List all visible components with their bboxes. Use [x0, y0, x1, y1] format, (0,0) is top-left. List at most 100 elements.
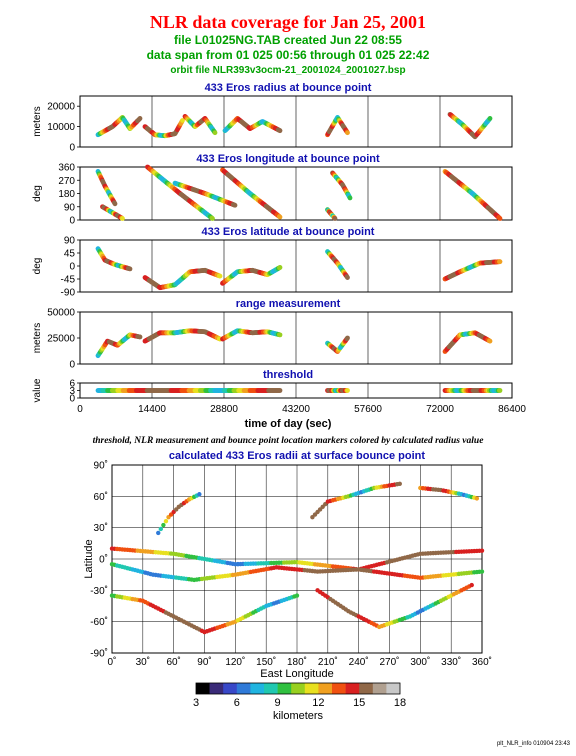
- data-point: [277, 214, 283, 220]
- ground-track: [109, 562, 485, 583]
- colorbar-swatch: [223, 683, 238, 694]
- data-point: [137, 116, 143, 121]
- colorbar-swatch: [386, 683, 401, 694]
- lon-tick-label: 300˚: [410, 656, 430, 668]
- bounce-point: [469, 582, 474, 588]
- ground-track: [310, 481, 402, 520]
- panel-title: 433 Eros longitude at bounce point: [196, 153, 380, 165]
- y-tick-label: 45: [64, 249, 76, 260]
- lon-tick-label: 360˚: [472, 656, 492, 668]
- time-axis-label: time of day (sec): [245, 418, 332, 430]
- data-point: [127, 266, 133, 272]
- ground-track: [418, 485, 480, 501]
- colorbar-swatch: [196, 683, 210, 694]
- colorbar: 3 6 9 12 15 18 kilometers: [193, 682, 406, 722]
- colorbar-swatch: [372, 683, 387, 694]
- colorbar-swatch: [332, 683, 346, 694]
- time-tick-label: 14400: [138, 404, 166, 415]
- time-tick-label: 28800: [210, 404, 238, 415]
- y-axis-label: value: [32, 378, 43, 402]
- colorbar-swatch: [304, 683, 319, 694]
- y-axis-label: deg: [32, 258, 43, 275]
- colorbar-swatch: [250, 683, 265, 694]
- lon-tick-label: 210˚: [318, 656, 338, 668]
- colorbar-tick-label: 9: [275, 697, 281, 709]
- footer-stamp: plt_NLR_info 010904 23:43: [497, 741, 571, 747]
- series-segment: [95, 115, 143, 138]
- series-segment: [442, 169, 503, 221]
- y-tick-label: 6: [69, 379, 75, 390]
- panel-2: 433 Eros latitude at bounce point -90 -45 0…: [32, 226, 513, 299]
- data-point: [277, 265, 283, 270]
- y-tick-label: -90: [61, 288, 76, 299]
- series-segment: [172, 180, 238, 208]
- y-axis-label: meters: [32, 323, 43, 354]
- data-point: [120, 216, 125, 221]
- colorbar-tick-label: 3: [193, 697, 199, 709]
- data-point: [345, 335, 350, 341]
- series-segment: [95, 246, 133, 272]
- y-tick-label: 0: [69, 394, 75, 405]
- colorbar-swatch: [318, 683, 333, 694]
- span-line: data span from 01 025 00:56 through 01 0…: [147, 48, 430, 62]
- series-segment: [145, 164, 215, 221]
- file-line: file L01025NG.TAB created Jun 22 08:55: [174, 33, 402, 47]
- map-xlabel: East Longitude: [260, 668, 333, 680]
- y-tick-label: 90: [64, 202, 76, 213]
- data-point: [232, 202, 238, 208]
- bounce-point: [479, 569, 485, 574]
- series-segment: [442, 259, 503, 282]
- data-point: [497, 388, 503, 393]
- bounce-point: [161, 522, 166, 528]
- panel-0: 433 Eros radius at bounce point 0 10000 200…: [32, 82, 513, 154]
- series-segment: [100, 204, 125, 221]
- bounce-point: [397, 481, 402, 486]
- colorbar-tick-label: 18: [394, 697, 406, 709]
- series-segment: [330, 170, 353, 201]
- ground-track: [109, 593, 300, 635]
- series-segment: [442, 330, 493, 354]
- bounce-point: [294, 593, 300, 598]
- time-tick-label: 0: [77, 404, 83, 415]
- bounce-point: [479, 548, 485, 553]
- y-tick-label: 10000: [47, 122, 75, 133]
- lat-tick-label: 90˚: [94, 460, 108, 472]
- data-point: [277, 388, 283, 393]
- y-tick-label: 0: [69, 143, 75, 154]
- panel-4: threshold 036 value: [32, 369, 513, 405]
- lat-tick-label: 0˚: [99, 554, 108, 566]
- map-ylabel: Latitude: [83, 539, 95, 578]
- data-point: [210, 216, 215, 221]
- y-tick-label: 0: [69, 216, 75, 227]
- ground-track: [315, 582, 474, 630]
- lat-tick-label: -30˚: [90, 585, 108, 597]
- map-title: calculated 433 Eros radii at surface bou…: [169, 450, 425, 462]
- panel-title: range measurement: [236, 298, 341, 310]
- series-segment: [220, 328, 283, 342]
- data-point: [277, 332, 283, 338]
- ground-track: [156, 492, 202, 536]
- lat-tick-label: 30˚: [94, 522, 108, 534]
- y-tick-label: 90: [64, 236, 76, 247]
- bounce-point: [163, 518, 169, 524]
- y-tick-label: 180: [58, 189, 75, 200]
- orbit-line: orbit file NLR393v3ocm-21_2001024_200102…: [170, 65, 405, 76]
- series-segment: [325, 115, 350, 138]
- lon-tick-label: 270˚: [379, 656, 399, 668]
- series-segment: [447, 111, 493, 140]
- data-point: [332, 216, 338, 221]
- series-segment: [95, 388, 283, 393]
- data-point: [112, 201, 118, 207]
- series-segment: [325, 207, 338, 221]
- colorbar-tick-label: 6: [234, 697, 240, 709]
- map-panel: calculated 433 Eros radii at surface bou…: [83, 450, 492, 680]
- lon-tick-label: 120˚: [225, 656, 245, 668]
- lon-tick-label: 30˚: [136, 656, 150, 668]
- data-point: [497, 216, 503, 221]
- y-tick-label: 3: [69, 386, 75, 397]
- lon-tick-label: 90˚: [197, 656, 211, 668]
- y-tick-label: 360: [58, 163, 75, 174]
- series-segment: [182, 114, 218, 136]
- series-segment: [325, 335, 350, 354]
